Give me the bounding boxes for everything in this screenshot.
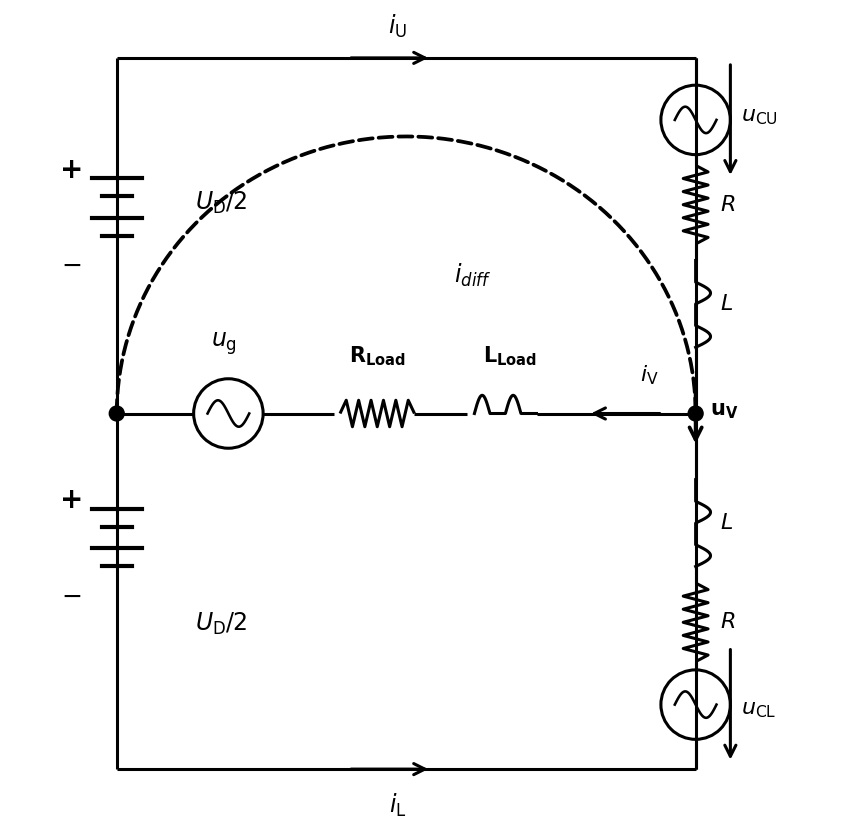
Text: $L$: $L$ [720, 293, 733, 315]
Text: $i_\mathrm{V}$: $i_\mathrm{V}$ [639, 363, 658, 387]
Text: +: + [59, 155, 83, 184]
Circle shape [109, 406, 124, 421]
Text: $\mathbf{L}_{\mathbf{Load}}$: $\mathbf{L}_{\mathbf{Load}}$ [482, 344, 536, 368]
Text: $i_\mathrm{L}$: $i_\mathrm{L}$ [388, 792, 406, 820]
Text: $R$: $R$ [720, 194, 735, 216]
Text: $-$: $-$ [61, 252, 81, 277]
Text: $-$: $-$ [61, 583, 81, 608]
Text: $i_\mathrm{U}$: $i_\mathrm{U}$ [388, 12, 407, 40]
Text: $u_\mathrm{CL}$: $u_\mathrm{CL}$ [740, 698, 776, 719]
Text: $\mathbf{R}_{\mathbf{Load}}$: $\mathbf{R}_{\mathbf{Load}}$ [349, 344, 406, 368]
Circle shape [687, 406, 703, 421]
Text: $i_{diff}$: $i_{diff}$ [453, 261, 491, 289]
Text: $U_\mathrm{D}/2$: $U_\mathrm{D}/2$ [195, 611, 247, 638]
Text: $U_\mathrm{D}/2$: $U_\mathrm{D}/2$ [195, 189, 247, 216]
Text: $u_\mathrm{g}$: $u_\mathrm{g}$ [211, 331, 237, 357]
Text: $u_\mathrm{CU}$: $u_\mathrm{CU}$ [740, 105, 777, 127]
Text: $L$: $L$ [720, 512, 733, 534]
Text: $\mathbf{u_V}$: $\mathbf{u_V}$ [709, 401, 737, 421]
Text: +: + [59, 486, 83, 514]
Text: $R$: $R$ [720, 611, 735, 633]
